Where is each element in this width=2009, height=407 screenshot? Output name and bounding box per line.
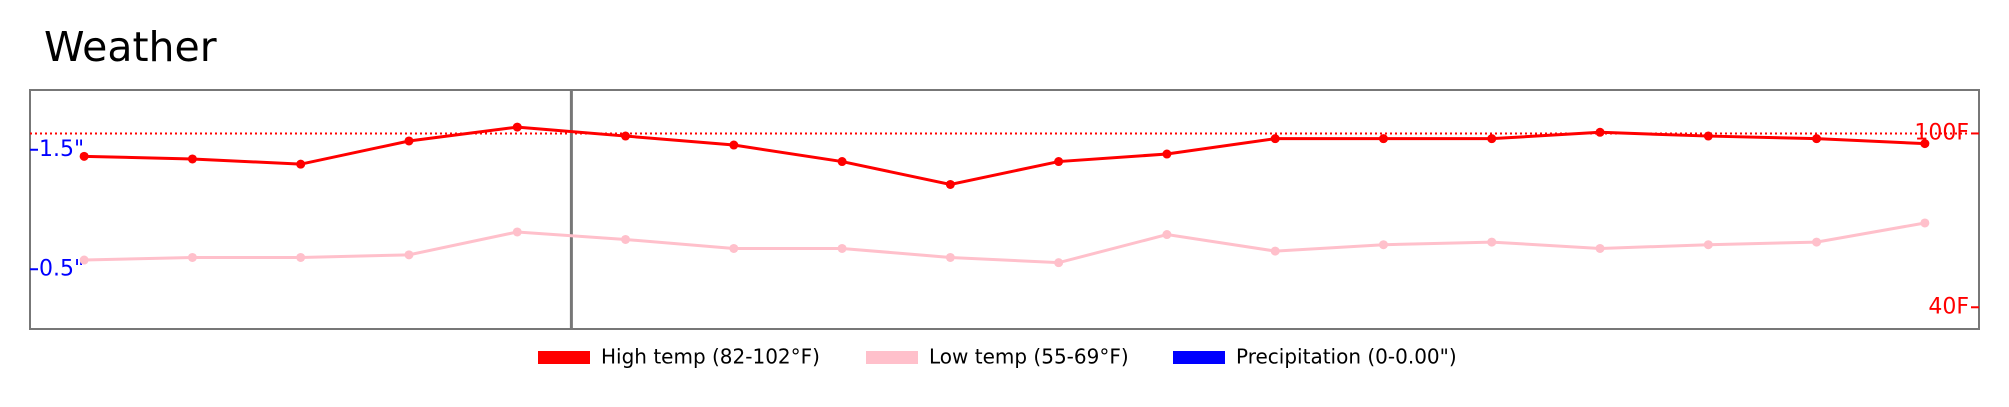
point [945, 179, 955, 189]
point [79, 151, 89, 161]
point [1487, 237, 1497, 247]
point [1703, 240, 1713, 250]
point [1703, 131, 1713, 141]
point [1378, 134, 1388, 144]
point [512, 227, 522, 237]
legend-swatch [538, 351, 590, 364]
point [1487, 134, 1497, 144]
point [729, 140, 739, 150]
point [1162, 230, 1172, 240]
plot-frame [29, 89, 1980, 330]
point [187, 154, 197, 164]
y2-tick-label: 0.5" [39, 256, 84, 281]
point [1920, 218, 1930, 228]
point [1812, 134, 1822, 144]
legend-swatch [866, 351, 918, 364]
point [187, 252, 197, 262]
point [945, 252, 955, 262]
chart-title: Weather [44, 23, 217, 71]
point [837, 243, 847, 253]
point [1920, 139, 1930, 149]
point [79, 255, 89, 265]
y-tick-label: 40F [1928, 294, 1969, 319]
series-line [84, 125, 1925, 186]
legend-label: Precipitation (0-0.00") [1236, 345, 1457, 369]
point [621, 131, 631, 141]
point [404, 136, 414, 146]
point [1054, 157, 1064, 167]
point [1270, 246, 1280, 256]
point [621, 234, 631, 244]
y2-tick-label: 1.5" [39, 137, 84, 162]
point [1812, 237, 1822, 247]
point [1270, 134, 1280, 144]
point [1595, 243, 1605, 253]
legend-swatch [1173, 351, 1225, 364]
point [1378, 240, 1388, 250]
point [296, 252, 306, 262]
series-line [84, 221, 1926, 265]
point [1595, 127, 1605, 137]
point [729, 243, 739, 253]
point [296, 159, 306, 169]
legend-label: High temp (82-102°F) [601, 345, 820, 369]
legend-label: Low temp (55-69°F) [929, 345, 1129, 369]
point [1054, 258, 1064, 268]
point [404, 250, 414, 260]
point [837, 157, 847, 167]
point [512, 122, 522, 132]
point [1162, 149, 1172, 159]
